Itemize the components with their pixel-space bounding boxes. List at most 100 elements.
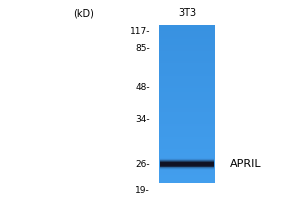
Bar	[160, 161, 214, 162]
Bar	[159, 53, 215, 55]
Bar	[160, 169, 214, 170]
Bar	[159, 96, 215, 98]
Bar	[160, 159, 214, 160]
Bar	[159, 159, 215, 161]
Bar	[159, 167, 215, 169]
Bar	[160, 166, 214, 167]
Bar	[160, 162, 214, 163]
Bar	[160, 164, 214, 165]
Bar	[160, 166, 214, 167]
Bar	[159, 47, 215, 49]
Bar	[159, 94, 215, 96]
Bar	[160, 166, 214, 167]
Bar	[160, 167, 214, 168]
Bar	[160, 165, 214, 166]
Bar	[159, 141, 215, 143]
Bar	[159, 37, 215, 39]
Bar	[159, 132, 215, 134]
Bar	[159, 82, 215, 84]
Text: 19-: 19-	[135, 186, 150, 195]
Bar	[159, 90, 215, 92]
Bar	[159, 139, 215, 141]
Bar	[159, 31, 215, 33]
Bar	[159, 45, 215, 47]
Bar	[159, 161, 215, 163]
Text: 48-: 48-	[135, 83, 150, 92]
Bar	[159, 78, 215, 80]
Bar	[159, 70, 215, 72]
Bar	[159, 124, 215, 126]
Bar	[159, 114, 215, 116]
Bar	[160, 163, 214, 164]
Bar	[160, 159, 214, 160]
Bar	[160, 168, 214, 169]
Bar	[160, 165, 214, 166]
Bar	[160, 158, 214, 159]
Bar	[159, 104, 215, 106]
Bar	[159, 88, 215, 90]
Bar	[159, 41, 215, 43]
Bar	[159, 151, 215, 153]
Bar	[159, 108, 215, 110]
Bar	[160, 164, 214, 165]
Bar	[160, 162, 214, 163]
Bar	[159, 33, 215, 35]
Bar	[159, 137, 215, 139]
Bar	[160, 160, 214, 161]
Bar	[160, 168, 214, 169]
Bar	[160, 165, 214, 166]
Bar	[159, 86, 215, 88]
Bar	[159, 49, 215, 51]
Bar	[159, 147, 215, 149]
Bar	[159, 173, 215, 175]
Bar	[160, 159, 214, 160]
Bar	[160, 167, 214, 168]
Bar	[160, 160, 214, 161]
Bar	[159, 74, 215, 76]
Bar	[160, 160, 214, 161]
Bar	[159, 76, 215, 78]
Bar	[159, 25, 215, 27]
Bar	[160, 167, 214, 168]
Bar	[160, 163, 214, 164]
Bar	[159, 51, 215, 53]
Bar	[159, 157, 215, 159]
Bar	[160, 168, 214, 169]
Text: 117-: 117-	[130, 27, 150, 36]
Bar	[159, 155, 215, 157]
Bar	[160, 159, 214, 160]
Bar	[159, 57, 215, 59]
Bar	[159, 134, 215, 136]
Bar	[159, 43, 215, 45]
Bar	[159, 64, 215, 66]
Bar	[159, 181, 215, 183]
Bar	[160, 161, 214, 162]
Bar	[159, 118, 215, 120]
Bar	[159, 68, 215, 70]
Bar	[159, 84, 215, 86]
Bar	[159, 136, 215, 137]
Bar	[160, 169, 214, 170]
Bar	[159, 66, 215, 68]
Bar	[159, 112, 215, 114]
Bar	[160, 163, 214, 164]
Bar	[159, 80, 215, 82]
Bar	[160, 168, 214, 169]
Text: 26-: 26-	[135, 160, 150, 169]
Bar	[159, 35, 215, 37]
Bar	[159, 61, 215, 63]
Bar	[159, 55, 215, 57]
Bar	[159, 149, 215, 151]
Bar	[159, 92, 215, 94]
Bar	[159, 63, 215, 64]
Bar	[159, 175, 215, 177]
Text: APRIL: APRIL	[230, 159, 262, 169]
Bar	[160, 166, 214, 167]
Text: 3T3: 3T3	[178, 8, 196, 18]
Bar	[159, 177, 215, 179]
Bar	[160, 158, 214, 159]
Text: (kD): (kD)	[73, 8, 94, 18]
Bar	[160, 162, 214, 163]
Bar	[160, 160, 214, 161]
Bar	[159, 29, 215, 31]
